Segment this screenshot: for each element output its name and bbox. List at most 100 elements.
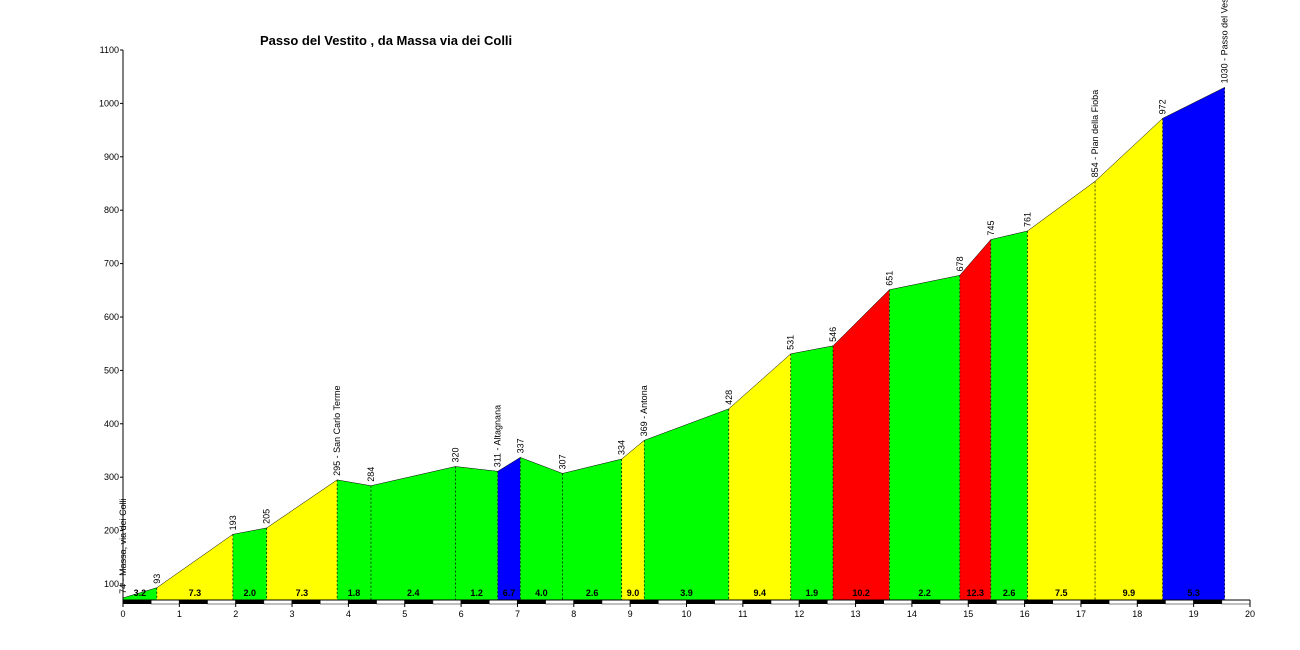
segment-dividers xyxy=(156,87,1225,600)
km-bar-light xyxy=(1108,599,1138,605)
profile-segment xyxy=(621,440,645,600)
km-bar-light xyxy=(432,599,462,605)
km-bar-light xyxy=(827,599,856,605)
km-bar-dark xyxy=(1137,600,1166,604)
x-tick-label: 20 xyxy=(1245,609,1255,619)
km-bar-dark xyxy=(799,600,828,604)
km-bar-dark xyxy=(968,600,997,604)
elevation-label: 193 xyxy=(228,515,238,530)
x-tick-label: 7 xyxy=(515,609,520,619)
km-bar-light xyxy=(770,599,800,605)
profile-segment xyxy=(790,345,834,600)
km-bar-dark xyxy=(1080,600,1110,604)
km-bar-dark xyxy=(911,600,941,604)
grade-label: 3.2 xyxy=(134,588,147,598)
y-tick-label: 900 xyxy=(104,152,119,162)
km-bar-light xyxy=(714,599,744,605)
km-bar-light xyxy=(1221,599,1251,605)
profile-segment xyxy=(337,479,371,600)
x-tick-label: 13 xyxy=(851,609,861,619)
y-tick-label: 500 xyxy=(104,365,119,375)
km-bar-light xyxy=(150,599,180,605)
grade-label: 2.2 xyxy=(918,588,931,598)
km-bar-dark xyxy=(573,600,602,604)
profile-segment xyxy=(562,459,622,600)
x-tick-label: 8 xyxy=(571,609,576,619)
km-bar-dark xyxy=(1024,600,1053,604)
grade-label: 7.5 xyxy=(1055,588,1068,598)
km-bar-dark xyxy=(855,600,884,604)
km-bar-dark xyxy=(630,600,659,604)
x-tick-label: 5 xyxy=(402,609,407,619)
x-tick-label: 18 xyxy=(1132,609,1142,619)
x-tick-label: 11 xyxy=(738,609,747,619)
x-tick-label: 3 xyxy=(290,609,295,619)
grade-label: 2.0 xyxy=(244,588,257,598)
elevation-labels: 74 - Massa, via dei Colli 93 193 205 295 - S… xyxy=(118,0,1230,594)
grade-labels: 3.2 7.3 2.0 7.3 1.8 2.4 1.2 6.7 4.0 2.6 9.0 3.9 9.4 1… xyxy=(134,588,1200,598)
elevation-label: 531 xyxy=(786,335,796,350)
grade-label: 1.2 xyxy=(470,588,483,598)
elevation-label: 1030 - Passo del Vestito xyxy=(1220,0,1230,83)
km-bar-light xyxy=(207,599,236,605)
chart-title: Passo del Vestito , da Massa via dei Col… xyxy=(260,33,512,48)
elevation-label: 205 xyxy=(262,509,272,524)
profile-segment xyxy=(123,587,157,600)
x-tick-label: 2 xyxy=(233,609,238,619)
y-tick-label: 600 xyxy=(104,312,119,322)
elevation-label: 295 - San Carlo Terme xyxy=(332,385,342,475)
km-bar-dark xyxy=(404,600,433,604)
grade-label: 9.0 xyxy=(627,588,640,598)
grade-label: 7.3 xyxy=(296,588,309,598)
profile-segment xyxy=(156,534,233,600)
profile-segment xyxy=(1027,181,1096,600)
profile-segment xyxy=(990,231,1028,601)
x-tick-label: 1 xyxy=(177,609,182,619)
elevation-label: 651 xyxy=(884,271,894,286)
grade-label: 1.9 xyxy=(806,588,819,598)
km-bar-dark xyxy=(461,600,490,604)
elevation-label: 307 xyxy=(558,454,568,469)
km-bar-light xyxy=(489,599,518,605)
grade-label: 9.9 xyxy=(1123,588,1136,598)
grade-label: 1.8 xyxy=(348,588,361,598)
profile-segment xyxy=(266,479,338,600)
km-bar-light xyxy=(883,599,913,605)
profile-segment xyxy=(833,289,890,600)
y-tick-label: 400 xyxy=(104,419,119,429)
km-bar-light xyxy=(601,599,631,605)
km-bar-light xyxy=(319,599,349,605)
km-bar-dark xyxy=(348,600,377,604)
km-bar-light xyxy=(1052,599,1082,605)
elevation-label: 93 xyxy=(152,574,162,584)
km-bar-light xyxy=(939,599,969,605)
km-bar-light xyxy=(1165,599,1194,605)
elevation-label: 761 xyxy=(1022,212,1032,227)
profile-segment xyxy=(497,457,521,600)
grade-label: 12.3 xyxy=(967,588,985,598)
x-tick-label: 14 xyxy=(907,609,917,619)
y-tick-label: 1100 xyxy=(100,45,119,55)
elevation-label: 428 xyxy=(724,390,734,405)
x-tick-label: 15 xyxy=(963,609,973,619)
elevation-label: 74 - Massa, via dei Colli xyxy=(118,498,128,594)
grade-label: 5.3 xyxy=(1187,588,1200,598)
profile-segment xyxy=(1162,87,1225,600)
profile-segment xyxy=(520,457,563,600)
profile-segment xyxy=(728,353,791,600)
profile-segment xyxy=(889,275,960,600)
profile-line xyxy=(122,87,1225,599)
y-tick-label: 200 xyxy=(104,526,119,536)
grade-label: 2.4 xyxy=(407,588,420,598)
profile-segment xyxy=(959,239,991,600)
km-bar-light xyxy=(996,599,1025,605)
x-tick-label: 6 xyxy=(459,609,464,619)
km-bar-dark xyxy=(742,600,772,604)
y-tick-label: 800 xyxy=(104,205,119,215)
x-tick-label: 12 xyxy=(794,609,804,619)
y-tick-label: 300 xyxy=(104,472,119,482)
grade-label: 4.0 xyxy=(535,588,548,598)
elevation-label: 320 xyxy=(450,447,460,462)
x-tick-label: 16 xyxy=(1020,609,1030,619)
